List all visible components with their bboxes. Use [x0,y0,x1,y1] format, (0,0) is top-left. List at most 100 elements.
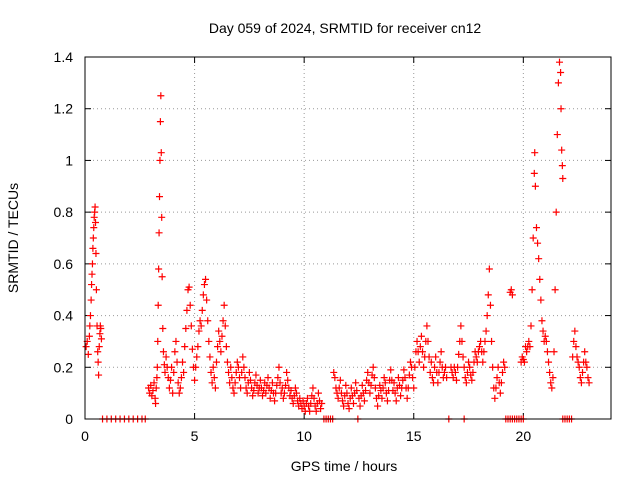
y-tick-label: 0 [65,411,73,427]
data-point [188,345,196,353]
data-point [86,322,94,330]
data-point [199,291,207,299]
data-point [159,325,167,332]
data-point [452,376,460,384]
data-point [481,337,489,345]
data-point [443,374,451,382]
x-tick-label: 20 [516,428,532,444]
data-point [468,376,476,384]
data-point [194,343,202,351]
data-points [82,58,593,423]
data-point [172,337,180,345]
data-point [334,394,342,402]
data-point [455,350,463,358]
data-point [233,358,241,366]
data-point [210,374,218,382]
data-point [195,327,203,335]
data-point [152,384,160,392]
data-point [428,374,436,382]
data-point [458,337,466,345]
y-axis-label: SRMTID / TECUs [5,183,21,293]
data-point [491,394,499,402]
data-point [436,358,444,366]
data-point [549,374,557,382]
tick-labels: 0 5 10 15 20 0 0.2 0.4 0.6 0.8 1 1.2 1.4 [54,49,532,444]
data-point [390,379,398,387]
data-point [249,392,257,400]
data-point [507,286,515,294]
data-point [87,296,95,304]
data-point [335,384,343,392]
data-point [84,350,92,358]
data-point [243,389,251,397]
x-axis-label: GPS time / hours [291,458,398,474]
data-point [476,343,483,351]
data-point [176,384,184,392]
data-point [220,301,228,309]
data-point [88,281,96,289]
data-point [252,371,260,379]
data-point [289,399,297,407]
data-point [216,337,224,345]
chart-title: Day 059 of 2024, SRMTID for receiver cn1… [209,20,482,36]
data-point [92,218,100,226]
data-point [486,301,494,309]
data-point [193,353,201,361]
data-point [550,348,558,356]
data-point [230,389,238,397]
data-point [174,379,182,387]
data-point [97,335,105,343]
data-point [409,374,417,382]
data-point [309,384,317,392]
data-point [585,379,593,387]
data-point [497,379,505,387]
data-point [162,353,170,361]
data-point [202,275,210,283]
data-point [250,387,258,395]
x-tick-label: 0 [81,428,89,444]
data-point [576,374,584,382]
data-point [279,394,287,402]
data-point [462,379,470,387]
data-point [187,322,195,330]
data-point [367,381,375,389]
data-point [88,260,96,268]
data-point [204,317,212,325]
data-point [95,343,103,351]
data-point [411,363,419,371]
data-point [426,368,434,376]
plot-frame [84,56,612,420]
data-point [287,387,295,395]
data-point [356,402,364,410]
data-point [492,384,500,392]
data-point [484,291,492,299]
data-point [410,384,418,392]
data-point [284,376,292,384]
data-point [499,368,507,376]
data-point [264,374,272,382]
data-point [542,337,550,345]
data-point [529,234,537,242]
y-tick-label: 1.4 [54,49,74,65]
data-point [364,368,372,376]
data-point [303,394,311,402]
data-point [179,358,187,366]
data-point [543,348,551,356]
data-point [180,368,188,376]
data-point [557,69,565,77]
data-point [211,384,219,392]
data-point [177,374,185,382]
data-point [86,312,94,320]
data-point [424,337,432,345]
data-point [306,407,314,415]
data-point [345,405,353,413]
data-point [197,322,205,330]
data-point [379,384,387,392]
data-point [347,384,355,392]
data-point [154,301,162,309]
data-point [312,407,320,415]
data-point [154,337,162,345]
x-tick-label: 15 [406,428,422,444]
data-point [552,208,560,216]
